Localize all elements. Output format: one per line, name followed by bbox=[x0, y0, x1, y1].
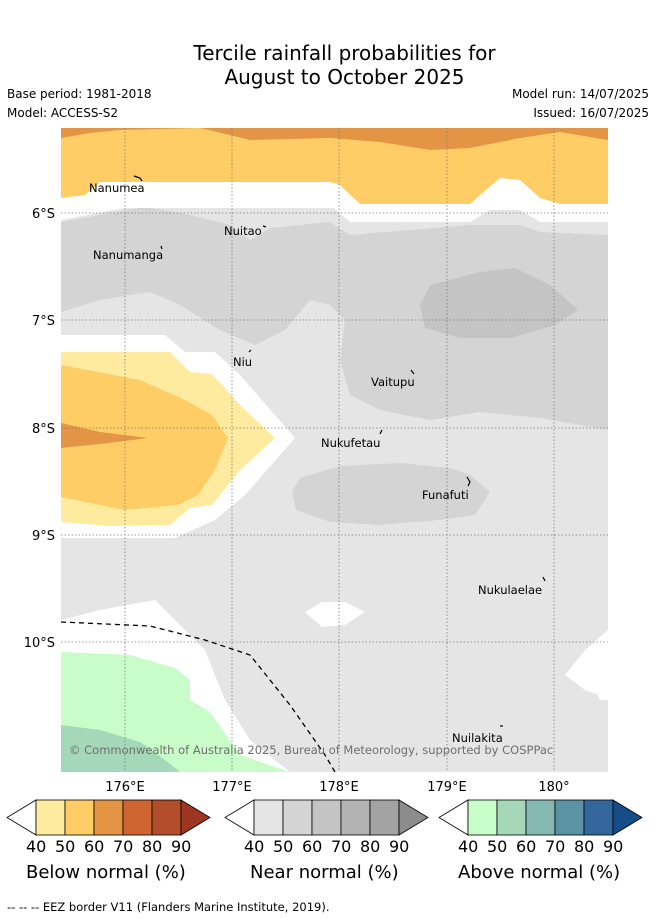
copyright-credit: © Commonwealth of Australia 2025, Bureau… bbox=[69, 743, 553, 757]
island-label-nukulaelae: Nukulaelae bbox=[478, 583, 542, 597]
above-normal-50-region bbox=[61, 725, 180, 772]
colorbar-tick-label: 50 bbox=[487, 837, 508, 856]
colorbar-tick-label: 50 bbox=[273, 837, 294, 856]
lon-label: 176°E bbox=[105, 780, 145, 795]
colorbar-tick-label: 40 bbox=[26, 837, 47, 856]
island-labels: Nanumea Nuitao Nanumanga Niu Vaitupu Nuk… bbox=[89, 181, 542, 745]
graticule bbox=[61, 128, 608, 772]
lon-label: 179°E bbox=[427, 780, 467, 795]
island-label-nuilakita: Nuilakita bbox=[452, 731, 503, 745]
colorbar-below-normal bbox=[6, 799, 211, 836]
island-label-nanumea: Nanumea bbox=[89, 181, 145, 195]
island-label-nukufetau: Nukufetau bbox=[321, 436, 380, 450]
island-label-nanumanga: Nanumanga bbox=[93, 248, 163, 262]
base-period: Base period: 1981-2018 bbox=[7, 87, 152, 101]
lat-label: 9°S bbox=[32, 529, 55, 544]
colorbar-tick-label: 90 bbox=[171, 837, 192, 856]
lon-label: 177°E bbox=[212, 780, 252, 795]
island-label-funafuti: Funafuti bbox=[422, 488, 469, 502]
colorbar-title-near: Near normal (%) bbox=[250, 862, 399, 883]
island-label-nuitao: Nuitao bbox=[224, 224, 262, 238]
colorbar-tick-label: 70 bbox=[331, 837, 352, 856]
longitude-labels: 176°E 177°E 178°E 179°E 180° bbox=[105, 780, 569, 795]
colorbar-title-below: Below normal (%) bbox=[26, 862, 186, 883]
colorbar-tick-label: 80 bbox=[142, 837, 163, 856]
issued-date: Issued: 16/07/2025 bbox=[533, 106, 649, 120]
colorbar-tick-label: 40 bbox=[244, 837, 265, 856]
colorbar-above-normal bbox=[438, 799, 643, 836]
colorbar-tick-label: 90 bbox=[389, 837, 410, 856]
colorbar-tick-label: 60 bbox=[516, 837, 537, 856]
below-normal-60-region-north bbox=[61, 128, 608, 150]
below-normal-60-region-west bbox=[61, 423, 148, 448]
colorbar-tick-label: 60 bbox=[302, 837, 323, 856]
lat-label: 7°S bbox=[32, 314, 55, 329]
island-shapes bbox=[133, 175, 546, 727]
lon-label: 178°E bbox=[319, 780, 359, 795]
below-normal-50-region-west bbox=[61, 365, 228, 510]
island-label-vaitupu: Vaitupu bbox=[371, 375, 415, 389]
latitude-labels: 6°S 7°S 8°S 9°S 10°S bbox=[24, 207, 55, 651]
model-name: Model: ACCESS-S2 bbox=[7, 106, 119, 120]
colorbar-tick-label: 80 bbox=[360, 837, 381, 856]
lat-label: 6°S bbox=[32, 207, 55, 222]
island-label-niu: Niu bbox=[233, 355, 252, 369]
model-run-date: Model run: 14/07/2025 bbox=[511, 87, 649, 101]
near-normal-60-region bbox=[420, 268, 578, 338]
colorbar-tick-label: 60 bbox=[84, 837, 105, 856]
lon-label: 180° bbox=[538, 780, 569, 795]
colorbar-tick-label: 70 bbox=[545, 837, 566, 856]
near-normal-50-region-south bbox=[292, 463, 490, 525]
colorbar-tick-label: 40 bbox=[458, 837, 479, 856]
colorbar-tick-label: 70 bbox=[113, 837, 134, 856]
probability-contours bbox=[61, 128, 608, 772]
eez-footer-note: -- -- -- EEZ border V11 (Flanders Marine… bbox=[7, 900, 330, 914]
map-title-line2: August to October 2025 bbox=[224, 65, 465, 89]
colorbar-tick-label: 50 bbox=[55, 837, 76, 856]
lat-label: 8°S bbox=[32, 422, 55, 437]
lat-label: 10°S bbox=[24, 636, 55, 651]
colorbar-tick-label: 80 bbox=[574, 837, 595, 856]
colorbar-near-normal bbox=[224, 799, 429, 836]
colorbar-tick-label: 90 bbox=[603, 837, 624, 856]
colorbar-title-above: Above normal (%) bbox=[458, 862, 621, 883]
eez-border-line bbox=[61, 621, 336, 772]
near-normal-50-region-north bbox=[61, 207, 608, 430]
map-title-line1: Tercile rainfall probabilities for bbox=[193, 41, 496, 65]
